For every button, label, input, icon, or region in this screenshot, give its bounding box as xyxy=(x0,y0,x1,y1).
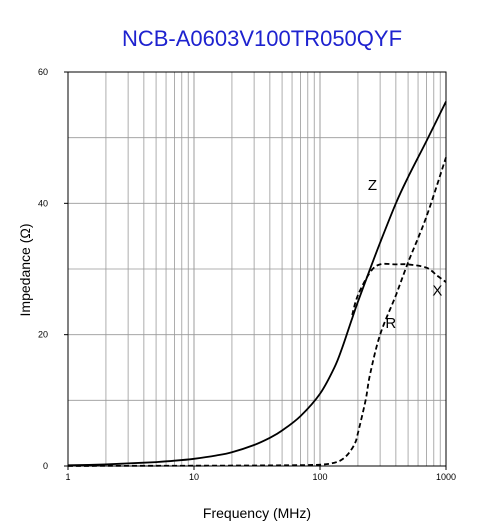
y-tick-label: 40 xyxy=(38,198,48,208)
series-lines xyxy=(67,101,447,467)
x-tick-label: 100 xyxy=(312,472,327,482)
series-x-line xyxy=(351,262,447,316)
series-label-x: X xyxy=(432,282,442,299)
x-tick-label: 10 xyxy=(189,472,199,482)
y-tick-label: 0 xyxy=(43,461,48,471)
y-tick-labels: 0 20 40 60 xyxy=(38,67,68,471)
y-tick-label: 60 xyxy=(38,67,48,77)
y-tick-label: 20 xyxy=(38,330,48,340)
series-r-line xyxy=(67,157,447,467)
series-z-line xyxy=(67,101,447,467)
chart-title: NCB-A0603V100TR050QYF xyxy=(122,26,402,51)
x-tick-label: 1 xyxy=(65,472,70,482)
x-axis-label: Frequency (MHz) xyxy=(203,505,311,521)
series-label-z: Z xyxy=(368,177,377,194)
y-axis-label: Impedance (Ω) xyxy=(17,224,33,317)
series-labels: Z R X xyxy=(368,177,443,332)
grid-lines xyxy=(68,72,446,466)
x-tick-label: 1000 xyxy=(436,472,456,482)
series-label-r: R xyxy=(385,315,396,332)
x-tick-labels: 1 10 100 1000 xyxy=(65,466,456,482)
